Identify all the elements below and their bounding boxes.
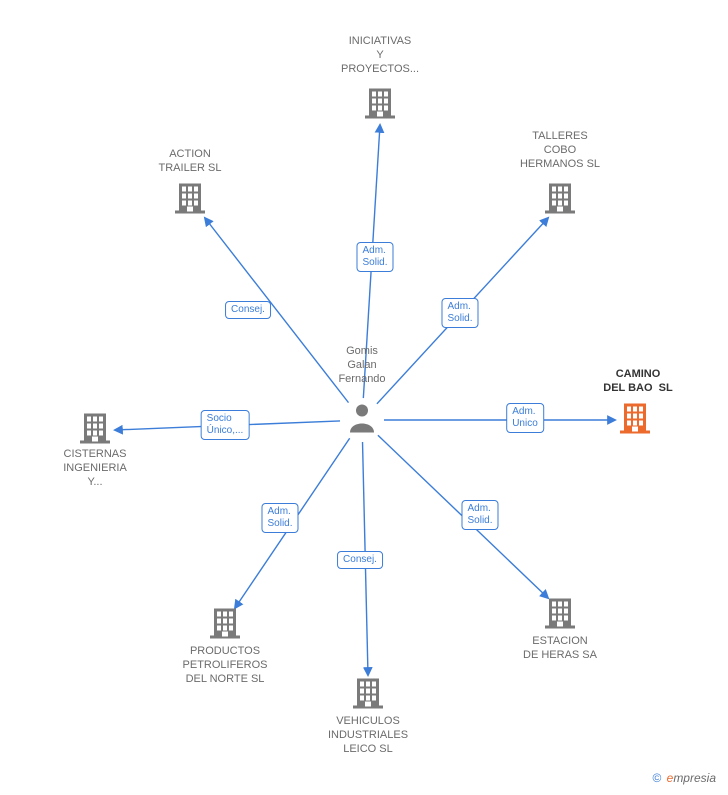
edge-tag: Adm. Solid. [356, 242, 393, 272]
building-icon[interactable] [620, 402, 650, 439]
edge-tag: Adm. Solid. [261, 503, 298, 533]
node-label: PRODUCTOS PETROLIFEROS DEL NORTE SL [183, 645, 268, 686]
node-label: ACTION TRAILER SL [159, 148, 222, 176]
node-label: ESTACION DE HERAS SA [523, 635, 597, 663]
edge-tag: Consej. [337, 551, 383, 569]
brand-name: empresia [667, 771, 716, 785]
edge-tag: Adm. Solid. [461, 500, 498, 530]
building-icon[interactable] [545, 182, 575, 219]
building-icon[interactable] [545, 597, 575, 634]
edge-tag: Consej. [225, 301, 271, 319]
building-icon[interactable] [210, 607, 240, 644]
edge-tag: Socio Único,... [201, 410, 250, 440]
building-icon[interactable] [175, 182, 205, 219]
building-icon[interactable] [80, 412, 110, 449]
building-icon[interactable] [365, 87, 395, 124]
node-label: INICIATIVAS Y PROYECTOS... [341, 35, 419, 76]
node-label: CISTERNAS INGENIERIA Y... [63, 448, 127, 489]
person-icon[interactable] [348, 403, 376, 438]
edge-tag: Adm. Solid. [441, 298, 478, 328]
node-label: CAMINO DEL BAO SL [603, 368, 672, 396]
node-label: VEHICULOS INDUSTRIALES LEICO SL [328, 715, 408, 756]
center-label: Gomis Galan Fernando [338, 345, 385, 386]
edge-tag: Adm. Unico [506, 403, 544, 433]
copyright-symbol: © [652, 771, 661, 785]
footer-branding: © empresia [652, 771, 716, 785]
node-label: TALLERES COBO HERMANOS SL [520, 130, 600, 171]
building-icon[interactable] [353, 677, 383, 714]
